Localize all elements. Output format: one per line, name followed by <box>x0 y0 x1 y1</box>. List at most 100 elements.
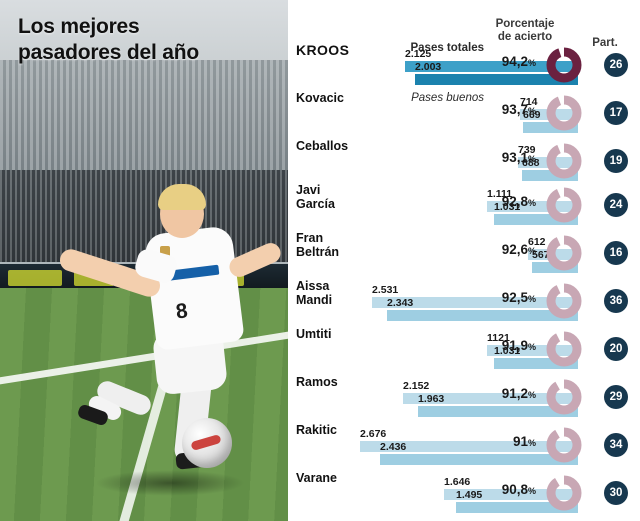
accuracy-donut-icon <box>546 235 582 271</box>
accuracy-percentage: 92,6% <box>501 242 536 257</box>
accuracy-percentage: 91,2% <box>501 386 536 401</box>
matches-badge: 16 <box>604 241 628 265</box>
value-pases-buenos: 688 <box>522 157 540 169</box>
value-pases-buenos: 1.963 <box>418 393 445 405</box>
value-pases-totales: 714 <box>520 96 538 108</box>
value-pases-totales: 1121 <box>487 332 510 344</box>
matches-badge: 19 <box>604 149 628 173</box>
accuracy-percentage: 90,8% <box>501 482 536 497</box>
value-pases-buenos: 2.436 <box>380 441 407 453</box>
accuracy-donut-icon <box>546 427 582 463</box>
bar-pases-totales <box>487 345 578 356</box>
stadium-upper-stand <box>0 60 288 180</box>
accuracy-percentage: 93,1% <box>501 150 536 165</box>
bar-pases-buenos <box>523 122 578 133</box>
chart-row: Varane 1.646 1.495 90,8% 30 <box>288 471 640 520</box>
bar-pases-buenos <box>522 170 578 181</box>
value-pases-buenos: 2.343 <box>387 297 414 309</box>
chart-row: Kovacic 714 669 93,7% 17 <box>288 91 640 140</box>
matches-badge: 30 <box>604 481 628 505</box>
accuracy-donut-icon <box>546 95 582 131</box>
header-percentage: Porcentaje de acierto <box>482 18 568 44</box>
player-name: KROOS <box>296 42 350 58</box>
bar-pases-totales <box>403 393 578 404</box>
bar-pases-buenos <box>456 502 578 513</box>
matches-badge: 24 <box>604 193 628 217</box>
accuracy-donut-icon <box>546 283 582 319</box>
accuracy-donut-icon <box>546 187 582 223</box>
player-name: Aissa Mandi <box>296 279 333 307</box>
matches-badge: 20 <box>604 337 628 361</box>
accuracy-percentage: 91,9% <box>501 338 536 353</box>
player-name: Kovacic <box>296 91 344 105</box>
bar-pases-totales <box>372 297 578 308</box>
chart-row: Fran Beltrán 612 567 92,6% 16 <box>288 231 640 280</box>
player-name: Ramos <box>296 375 338 389</box>
bar-pases-totales <box>360 441 578 452</box>
chart-row: Javi García 1.111 1.031 92,8% 24 <box>288 183 640 232</box>
chart-row: Aissa Mandi 2.531 2.343 92,5% 36 <box>288 279 640 328</box>
accuracy-donut-icon <box>546 379 582 415</box>
shirt-number: 8 <box>174 299 189 324</box>
matches-badge: 36 <box>604 289 628 313</box>
bar-pases-buenos <box>380 454 578 465</box>
chart-row: Ramos 2.152 1.963 91,2% 29 <box>288 375 640 424</box>
value-pases-buenos: 1.495 <box>456 489 483 501</box>
value-pases-totales: 2.531 <box>372 284 399 296</box>
player-name: Varane <box>296 471 338 485</box>
bar-pases-buenos <box>415 74 578 85</box>
player-name: Umtiti <box>296 327 332 341</box>
header-percentage-line2: de acierto <box>497 31 553 43</box>
value-pases-buenos: 567 <box>532 249 550 261</box>
value-pases-buenos: 2.003 <box>415 61 442 73</box>
matches-badge: 26 <box>604 53 628 77</box>
chart-row: KROOS 2.125 2.003 94,2% 26 <box>288 42 640 92</box>
player-hair <box>158 184 206 210</box>
chart-row: Ceballos 739 688 93,1% 19 <box>288 139 640 188</box>
chart-panel: Porcentaje de acierto Part. Pases totale… <box>288 0 640 521</box>
chart-row: Umtiti 1121 1.031 91,9% 20 <box>288 327 640 376</box>
accuracy-percentage: 94,2% <box>501 54 536 69</box>
value-pases-totales: 612 <box>528 236 546 248</box>
bar-pases-buenos <box>494 358 578 369</box>
matches-badge: 34 <box>604 433 628 457</box>
title-line-1: Los mejores <box>18 15 140 38</box>
value-pases-totales: 739 <box>518 144 536 156</box>
bar-pases-totales <box>487 201 578 212</box>
accuracy-donut-icon <box>546 143 582 179</box>
accuracy-percentage: 92,8% <box>501 194 536 209</box>
value-pases-totales: 1.646 <box>444 476 471 488</box>
title-line-2: pasadores del año <box>18 41 199 64</box>
player-name: Fran Beltrán <box>296 231 340 259</box>
matches-badge: 17 <box>604 101 628 125</box>
club-badge-icon <box>160 246 170 258</box>
value-pases-buenos: 1.031 <box>494 345 521 357</box>
accuracy-donut-icon <box>546 331 582 367</box>
header-participation: Part. <box>592 37 618 49</box>
bar-pases-buenos <box>418 406 578 417</box>
matches-badge: 29 <box>604 385 628 409</box>
legend-pases-totales: Pases totales <box>410 42 484 54</box>
chart-rows: KROOS 2.125 2.003 94,2% 26 Kovacic 714 669 93,7%… <box>288 0 640 521</box>
accuracy-percentage: 91% <box>512 434 536 449</box>
player-photo: 8 <box>0 0 288 521</box>
value-pases-totales: 1.111 <box>487 188 513 200</box>
player-name: Ceballos <box>296 139 349 153</box>
accuracy-percentage: 92,5% <box>501 290 536 305</box>
value-pases-buenos: 1.031 <box>494 201 521 213</box>
football <box>182 418 232 468</box>
player-shadow <box>95 470 245 496</box>
bar-pases-buenos <box>387 310 578 321</box>
value-pases-totales: 2.676 <box>360 428 387 440</box>
page-title: Los mejores pasadores del año <box>18 14 199 66</box>
value-pases-buenos: 669 <box>523 109 541 121</box>
legend-pases-buenos: Pases buenos <box>411 92 484 104</box>
bar-pases-buenos <box>494 214 578 225</box>
bar-pases-totales <box>405 61 578 72</box>
bar-pases-totales <box>444 489 578 500</box>
accuracy-donut-icon <box>546 475 582 511</box>
value-pases-totales: 2.125 <box>405 48 432 60</box>
player-name: Javi García <box>296 183 335 211</box>
accuracy-percentage: 93,7% <box>501 102 536 117</box>
